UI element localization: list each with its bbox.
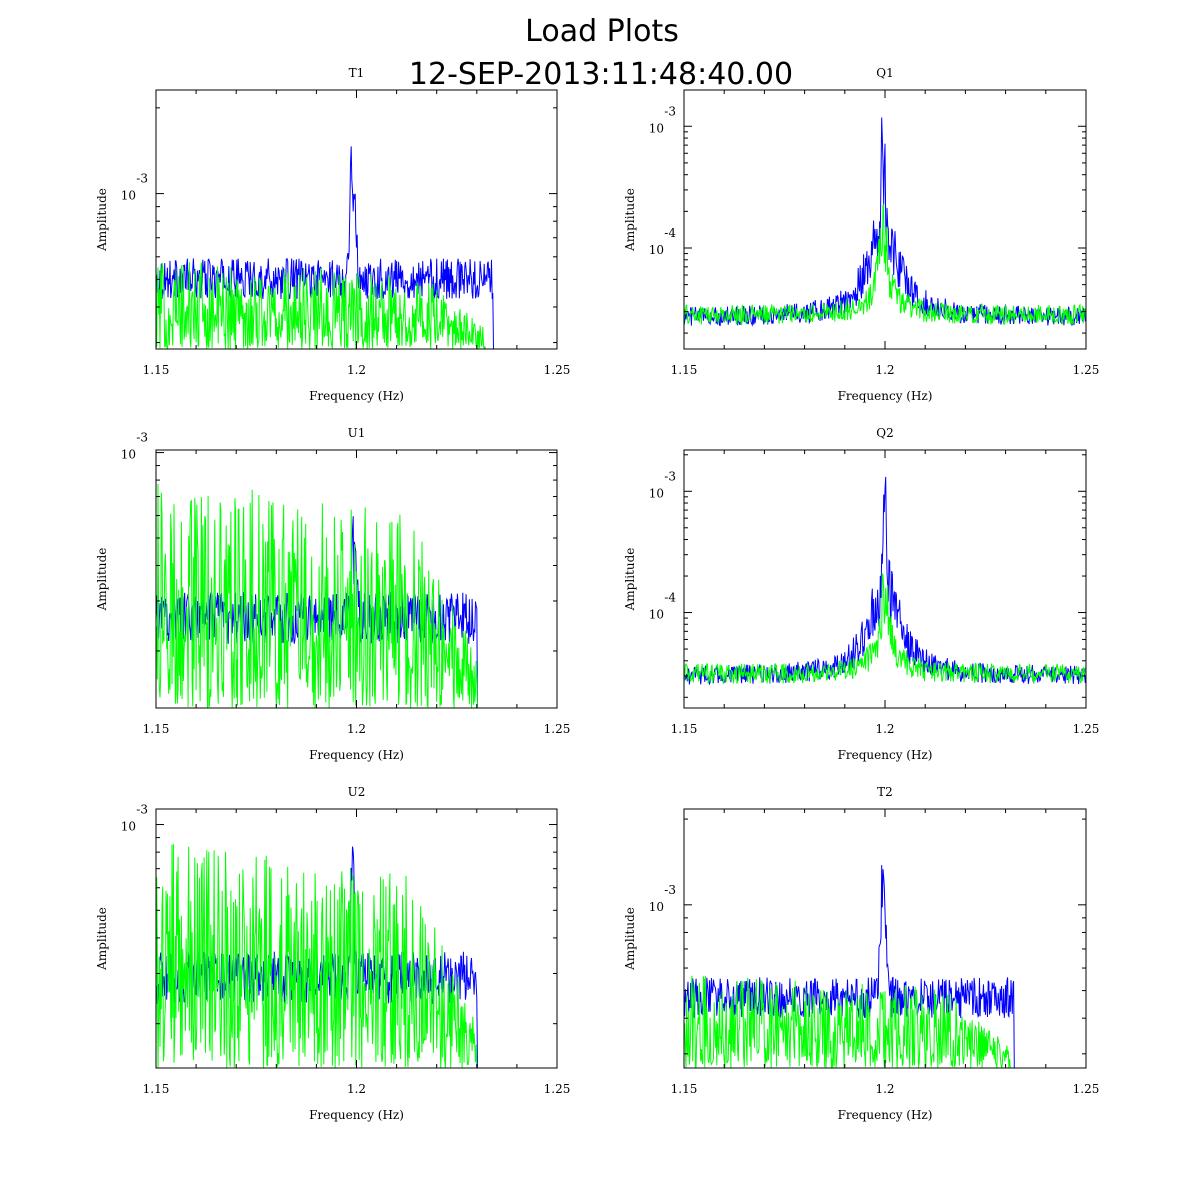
x-tick-label: 1.25	[1073, 363, 1100, 377]
y-tick-label-exponent: -3	[136, 431, 148, 445]
panel-title: U2	[348, 785, 366, 799]
y-axis-label: Amplitude	[95, 548, 109, 612]
x-tick-label: 1.15	[143, 1082, 170, 1096]
x-tick-label: 1.25	[544, 722, 571, 736]
y-tick-label-base: 10	[121, 189, 136, 203]
x-tick-label: 1.15	[671, 1082, 698, 1096]
y-tick-label-base: 10	[121, 820, 136, 834]
series-line-q2-1	[683, 476, 1087, 686]
x-tick-label: 1.2	[875, 363, 894, 377]
x-axis-label: Frequency (Hz)	[309, 1108, 404, 1122]
y-axis-label: Amplitude	[95, 188, 109, 252]
y-tick-label-base: 10	[649, 486, 664, 500]
x-tick-label: 1.2	[347, 722, 366, 736]
y-tick-label-exponent: -3	[664, 104, 676, 118]
x-axis-label: Frequency (Hz)	[838, 389, 933, 403]
x-tick-label: 1.25	[1073, 722, 1100, 736]
x-tick-label: 1.25	[544, 1082, 571, 1096]
y-tick-label-base: 10	[649, 608, 664, 622]
chart-panel-u2: 1.15 1.2 1.25 10-3 U2 Frequency (Hz) Amplitude	[95, 785, 570, 1122]
x-axis-label: Frequency (Hz)	[838, 1108, 933, 1122]
series-line-u1-2	[155, 483, 557, 709]
x-tick-label: 1.15	[671, 363, 698, 377]
x-tick-label: 1.2	[347, 1082, 366, 1096]
y-tick-label-base: 10	[649, 900, 664, 914]
series-line-q1-1	[683, 117, 1087, 327]
y-tick-label-exponent: -4	[664, 226, 676, 240]
y-axis-label: Amplitude	[623, 907, 637, 971]
x-tick-label: 1.2	[875, 722, 894, 736]
chart-panel-t2: 1.15 1.2 1.25 10-3 T2 Frequency (Hz) Amplitude	[623, 785, 1099, 1122]
figure-title: Load Plots	[525, 14, 679, 49]
x-tick-label: 1.2	[347, 363, 366, 377]
y-axis-label: Amplitude	[623, 188, 637, 252]
x-axis-label: Frequency (Hz)	[309, 748, 404, 762]
x-tick-label: 1.25	[544, 363, 571, 377]
y-tick-label-base: 10	[649, 121, 664, 135]
figure-subtitle: 12-SEP-2013:11:48:40.00	[409, 57, 793, 92]
series-line-q1-2	[683, 205, 1087, 326]
x-tick-label: 1.15	[671, 722, 698, 736]
panel-title: U1	[348, 426, 366, 440]
y-tick-label-exponent: -3	[664, 469, 676, 483]
chart-panel-u1: 1.15 1.2 1.25 10-3 U1 Frequency (Hz) Amplitude	[95, 426, 570, 762]
y-tick-label-base: 10	[121, 448, 136, 462]
panel-title: Q2	[876, 426, 893, 440]
y-tick-label-exponent: -3	[136, 172, 148, 186]
y-tick-label-exponent: -3	[136, 803, 148, 817]
series-line-u2-2	[155, 843, 557, 1069]
y-axis-label: Amplitude	[623, 548, 637, 612]
x-tick-label: 1.15	[143, 363, 170, 377]
y-axis-label: Amplitude	[95, 907, 109, 971]
y-tick-label-base: 10	[649, 243, 664, 257]
panel-title: Q1	[876, 66, 893, 80]
y-tick-label-exponent: -3	[664, 883, 676, 897]
x-tick-label: 1.25	[1073, 1082, 1100, 1096]
series-line-q2-2	[683, 572, 1087, 684]
x-axis-label: Frequency (Hz)	[309, 389, 404, 403]
x-tick-label: 1.15	[143, 722, 170, 736]
panel-title: T1	[349, 66, 365, 80]
x-axis-label: Frequency (Hz)	[838, 748, 933, 762]
y-tick-label-exponent: -4	[664, 591, 676, 605]
x-tick-label: 1.2	[875, 1082, 894, 1096]
chart-panel-t1: 1.15 1.2 1.25 10-3 T1 Frequency (Hz) Amplitude	[95, 66, 570, 403]
panel-title: T2	[877, 785, 893, 799]
